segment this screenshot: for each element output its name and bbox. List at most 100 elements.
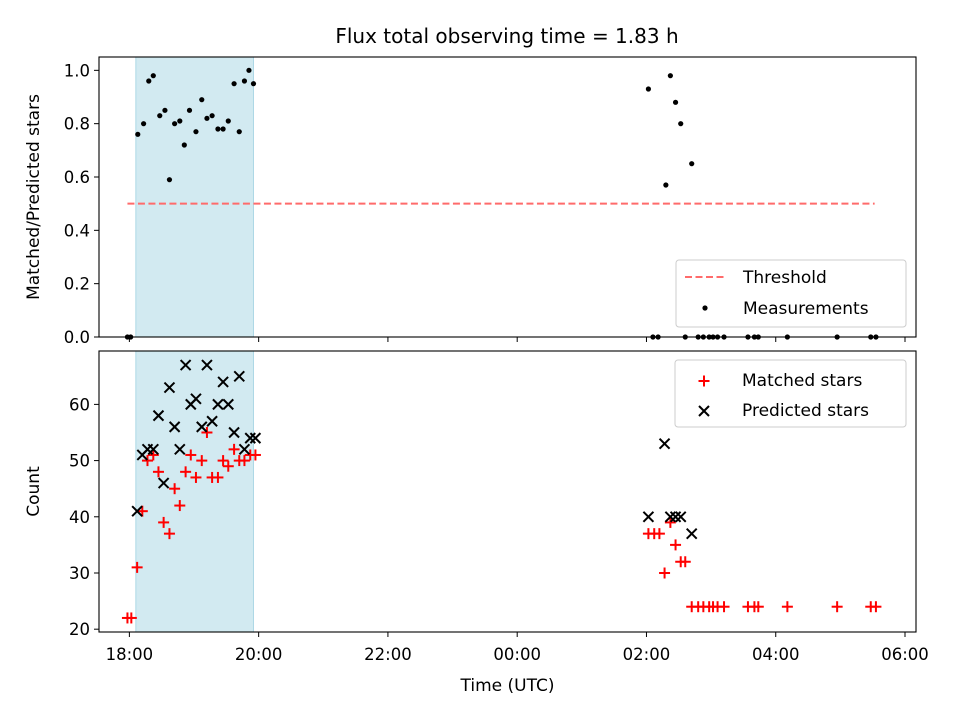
legend-box (675, 259, 907, 328)
x-tick-label: 22:00 (364, 645, 412, 664)
x-tick-label: 00:00 (493, 645, 541, 664)
measurement-point (209, 113, 215, 119)
measurement-point (204, 115, 210, 121)
predicted-point (228, 426, 240, 439)
legend-box (674, 359, 907, 428)
measurement-point (199, 97, 205, 103)
matched-point (125, 612, 137, 624)
y-tick-label: 0.2 (64, 275, 90, 294)
predicted-point (664, 511, 677, 523)
predicted-point (249, 432, 262, 444)
y-tick-label: 30 (69, 564, 90, 583)
matched-point (228, 443, 240, 455)
matched-point (212, 471, 224, 483)
predicted-point (669, 511, 682, 523)
predicted-point (179, 359, 192, 371)
predicted-point (174, 443, 186, 456)
predicted-point (686, 527, 698, 540)
matched-point (201, 426, 213, 438)
predicted-point (163, 381, 176, 394)
x-tick-label: 20:00 (235, 645, 283, 664)
measurement-point (140, 121, 147, 127)
axes-frame (98, 56, 917, 338)
measurement-point (246, 67, 252, 73)
predicted-point (244, 432, 256, 444)
predicted-point (157, 477, 170, 489)
matched-point (131, 561, 143, 573)
matched-point (664, 516, 676, 528)
predicted-point (217, 376, 229, 388)
predicted-point (206, 415, 218, 427)
measurement-point (667, 73, 673, 79)
y-tick-label: 20 (69, 620, 90, 639)
legend-predicted-swatch (698, 405, 710, 417)
measurement-point (177, 118, 183, 124)
measurement-point (135, 131, 141, 137)
axes-frame (98, 350, 917, 633)
measurement-point (689, 161, 695, 167)
matched-point (870, 601, 882, 613)
y-axis-label: Matched/Predicted stars (24, 94, 44, 300)
matched-point (718, 601, 730, 613)
matched-point (180, 466, 192, 478)
measurement-point (663, 182, 669, 188)
measurement-point (193, 129, 199, 135)
measurement-point (157, 113, 163, 119)
predicted-point (642, 511, 655, 523)
legend-label: Threshold (742, 268, 827, 288)
x-tick-label: 06:00 (881, 645, 929, 664)
predicted-point (222, 398, 234, 411)
legend-matched-swatch (698, 375, 710, 387)
matched-point (136, 505, 148, 517)
observing-span-shade (135, 350, 254, 633)
predicted-point (233, 370, 245, 382)
matched-point (222, 460, 234, 472)
measurement-point (220, 126, 226, 132)
predicted-point (147, 443, 160, 456)
observing-span-shade (135, 56, 254, 338)
matched-point (670, 539, 682, 551)
y-tick-label: 50 (69, 452, 90, 471)
predicted-point (658, 438, 671, 450)
predicted-point (190, 393, 202, 405)
measurement-point (186, 107, 193, 113)
measurement-point (225, 118, 231, 124)
matched-point (831, 601, 843, 613)
measurement-point (146, 78, 152, 84)
predicted-point (152, 409, 165, 422)
panel-bottom: 20 30 40 50 60 18:00 20:00 22:00 00:00 02:00 04:00… (24, 350, 929, 696)
predicted-point (238, 443, 251, 456)
measurement-point (150, 73, 156, 79)
predicted-point (196, 421, 208, 433)
matched-point (174, 500, 186, 512)
measurement-point (236, 129, 242, 135)
matched-point (781, 601, 793, 613)
y-tick-label: 0.6 (64, 168, 90, 187)
predicted-point (168, 421, 181, 433)
matched-point (249, 449, 261, 461)
legend-label: Predicted stars (742, 401, 869, 421)
measurement-point (250, 81, 257, 87)
predicted-point (675, 511, 687, 523)
measurement-point (162, 107, 168, 113)
y-tick-label: 60 (69, 395, 90, 414)
x-axis-label: Time (UTC) (460, 676, 555, 696)
matched-point (238, 455, 250, 467)
x-tick-label: 04:00 (752, 645, 800, 664)
matched-point (752, 601, 764, 613)
measurement-point (672, 99, 679, 105)
matched-point (653, 528, 665, 540)
legend-label: Matched stars (742, 371, 862, 391)
measurement-point (166, 177, 173, 183)
y-tick-label: 40 (69, 508, 90, 527)
measurement-point (241, 78, 248, 84)
legend-measurement-swatch (702, 305, 708, 311)
y-tick-label: 0.8 (64, 115, 90, 134)
y-tick-label: 0.0 (64, 328, 90, 347)
matched-point (163, 528, 175, 540)
panel-top: 0.0 0.2 0.4 0.6 0.8 1.0 Matched/Predicted star… (24, 56, 917, 347)
matched-point (217, 455, 229, 467)
matched-point (185, 449, 197, 461)
matched-point (141, 455, 153, 467)
matched-point (659, 567, 671, 579)
